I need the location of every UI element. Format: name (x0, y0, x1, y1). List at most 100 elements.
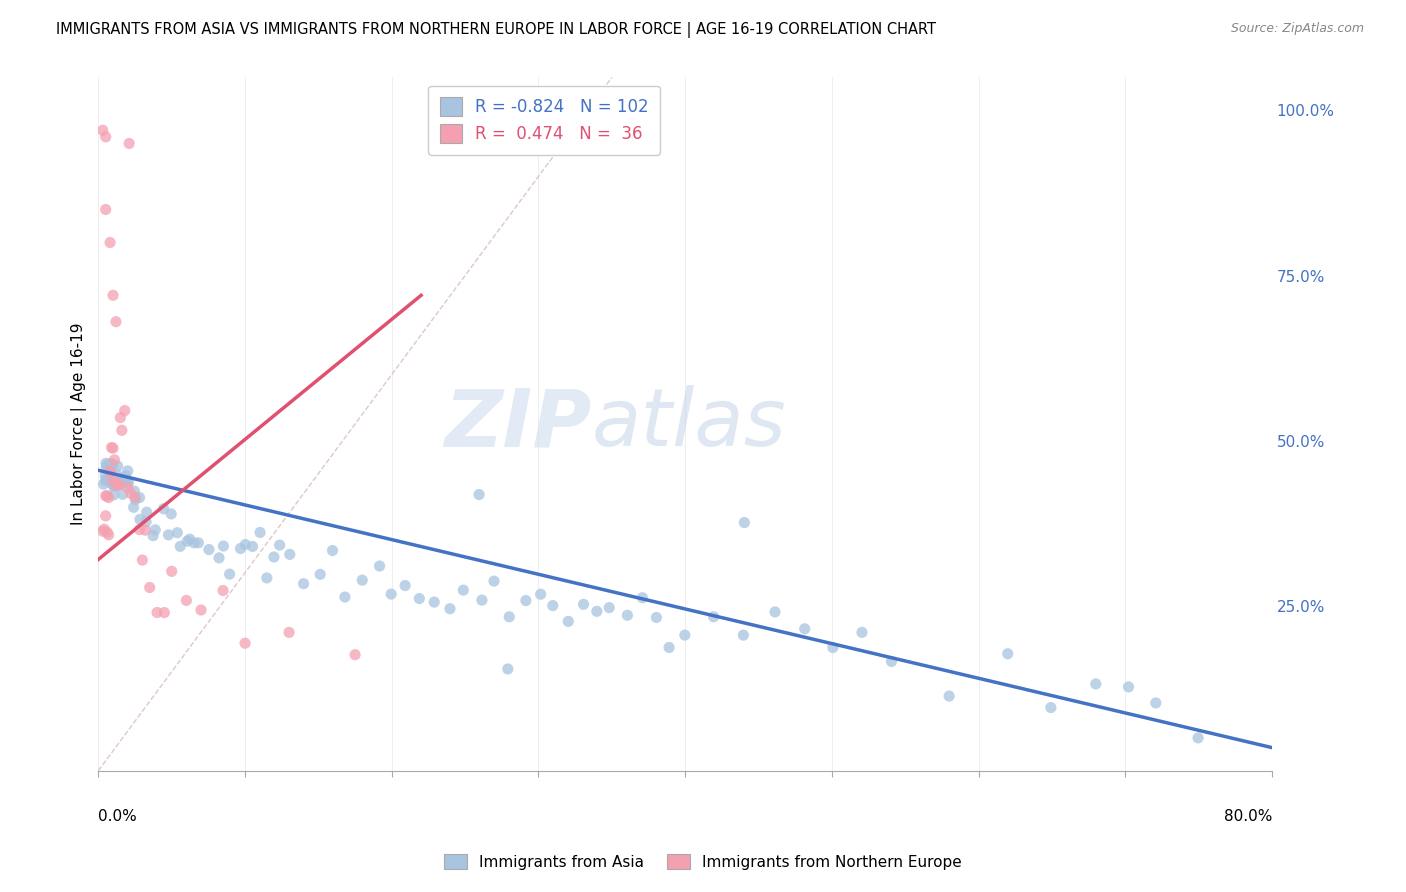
Point (94, 474, 117, 488)
Point (103, 453, 125, 467)
Point (114, 403, 136, 417)
Point (103, 479, 125, 493)
Point (111, 472, 134, 486)
Point (93, 522, 115, 536)
Point (733, 628, 755, 642)
Point (557, 615, 579, 629)
Point (212, 583, 235, 598)
Point (498, 609, 520, 624)
Point (468, 487, 491, 501)
Point (122, 500, 145, 515)
Point (124, 492, 146, 507)
Point (880, 655, 903, 669)
Point (104, 475, 127, 490)
Point (616, 608, 638, 623)
Point (851, 625, 873, 640)
Point (1118, 680, 1140, 694)
Point (107, 476, 129, 491)
Point (105, 467, 128, 482)
Point (94, 489, 117, 503)
Point (256, 571, 278, 585)
Point (100, 467, 122, 482)
Point (631, 591, 654, 605)
Point (100, 459, 122, 474)
Point (408, 591, 430, 606)
Point (107, 478, 129, 492)
Y-axis label: In Labor Force | Age 16-19: In Labor Force | Age 16-19 (72, 323, 87, 525)
Point (117, 476, 139, 491)
Point (111, 472, 134, 486)
Point (103, 488, 125, 502)
Point (124, 484, 146, 499)
Point (515, 593, 537, 607)
Point (530, 587, 553, 601)
Point (128, 523, 150, 537)
Point (91, 524, 114, 539)
Text: 0.0%: 0.0% (98, 809, 138, 824)
Point (269, 538, 291, 552)
Point (344, 648, 367, 662)
Point (352, 573, 374, 587)
Point (645, 610, 668, 624)
Point (120, 486, 142, 500)
Point (1084, 677, 1107, 691)
Point (673, 628, 696, 642)
Point (117, 464, 139, 478)
Point (187, 536, 209, 550)
Point (98, 466, 121, 480)
Point (111, 487, 134, 501)
Point (179, 532, 201, 546)
Point (146, 606, 169, 620)
Point (104, 315, 127, 329)
Text: Source: ZipAtlas.com: Source: ZipAtlas.com (1230, 22, 1364, 36)
Point (94, 202, 117, 217)
Point (134, 523, 156, 537)
Point (97, 459, 120, 474)
Point (110, 410, 132, 425)
Point (263, 549, 285, 564)
Point (1039, 700, 1062, 714)
Point (471, 593, 494, 607)
Legend: Immigrants from Asia, Immigrants from Northern Europe: Immigrants from Asia, Immigrants from No… (436, 846, 970, 877)
Point (278, 547, 301, 561)
Point (183, 536, 205, 550)
Point (176, 593, 198, 607)
Point (97, 491, 120, 505)
Point (131, 553, 153, 567)
Point (103, 478, 125, 492)
Point (541, 599, 564, 613)
Point (212, 539, 235, 553)
Point (938, 689, 960, 703)
Point (124, 491, 146, 505)
Point (98, 235, 121, 250)
Point (703, 609, 725, 624)
Point (1144, 696, 1167, 710)
Point (309, 567, 332, 582)
Point (100, 476, 122, 491)
Point (166, 525, 188, 540)
Point (242, 540, 264, 554)
Point (153, 606, 176, 620)
Point (98, 464, 121, 478)
Point (333, 590, 356, 604)
Point (108, 477, 131, 491)
Point (292, 576, 315, 591)
Point (249, 525, 271, 540)
Point (733, 516, 755, 530)
Point (117, 475, 139, 489)
Point (129, 512, 152, 526)
Point (821, 640, 844, 655)
Point (198, 542, 221, 557)
Point (585, 604, 607, 618)
Point (115, 474, 138, 488)
Point (97, 528, 120, 542)
Point (208, 550, 231, 565)
Point (101, 475, 124, 489)
Point (94, 508, 117, 523)
Point (96, 460, 118, 475)
Point (1187, 731, 1209, 745)
Point (135, 515, 157, 529)
Point (94, 456, 117, 470)
Point (763, 605, 786, 619)
Point (152, 501, 174, 516)
